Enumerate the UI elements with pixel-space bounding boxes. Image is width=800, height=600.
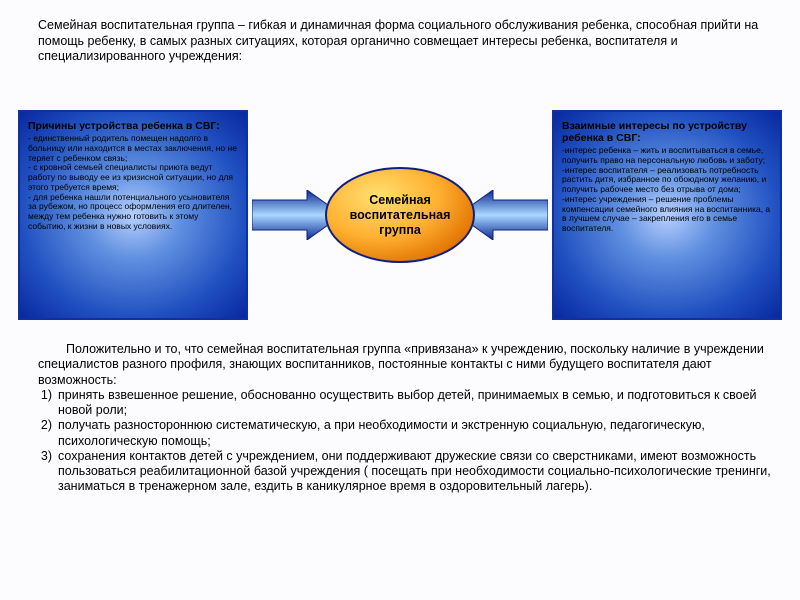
outro-block: Положительно и то, что семейная воспитат… xyxy=(38,342,778,495)
left-panel-body: - единственный родитель помещен надолго … xyxy=(28,134,238,232)
left-panel-title: Причины устройства ребенка в СВГ: xyxy=(28,120,238,132)
center-label: Семейная воспитательная группа xyxy=(350,193,451,238)
left-panel: Причины устройства ребенка в СВГ: - един… xyxy=(18,110,248,320)
right-panel: Взаимные интересы по устройству ребенка … xyxy=(552,110,782,320)
outro-intro: Положительно и то, что семейная воспитат… xyxy=(38,342,778,388)
right-panel-body: -интерес ребенка – жить и воспитываться … xyxy=(562,146,772,234)
intro-paragraph: Семейная воспитательная группа – гибкая … xyxy=(38,18,770,65)
diagram-area: Причины устройства ребенка в СВГ: - един… xyxy=(18,110,782,320)
outro-item-2: получать разностороннюю систематическую,… xyxy=(38,418,778,449)
center-ellipse: Семейная воспитательная группа xyxy=(325,167,475,263)
outro-list: принять взвешенное решение, обоснованно … xyxy=(38,388,778,495)
outro-item-1: принять взвешенное решение, обоснованно … xyxy=(38,388,778,419)
outro-item-3: сохранения контактов детей с учреждением… xyxy=(38,449,778,495)
right-panel-title: Взаимные интересы по устройству ребенка … xyxy=(562,120,772,144)
